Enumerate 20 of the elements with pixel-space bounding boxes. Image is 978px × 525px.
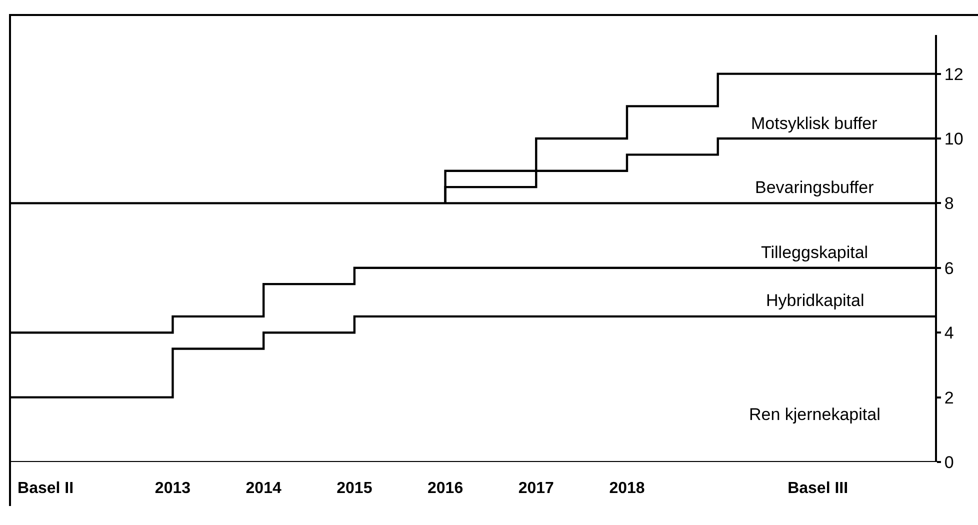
x-tick-label: Basel II	[18, 480, 74, 497]
y-tick-label: 2	[944, 388, 954, 408]
y-tick-label: 6	[944, 258, 954, 278]
y-tick-label: 10	[944, 129, 964, 148]
x-tick-label: Basel III	[788, 480, 848, 497]
annotation: Bevaringsbuffer	[755, 178, 874, 197]
annotation: Hybridkapital	[766, 291, 864, 310]
x-tick-label: 2018	[609, 480, 645, 497]
x-tick-label: 2017	[518, 480, 554, 497]
y-tick-label: 12	[944, 64, 964, 84]
x-tick-label: 2015	[336, 480, 372, 497]
x-tick-label: 2013	[154, 480, 191, 497]
y-tick-label: 8	[944, 194, 954, 214]
x-tick-label: 2014	[246, 480, 282, 497]
y-tick-label: 0	[944, 452, 954, 472]
annotation: Tilleggskapital	[761, 243, 868, 262]
annotation: Ren kjernekapital	[749, 405, 880, 424]
x-tick-label: 2016	[427, 480, 464, 497]
y-tick-label: 4	[944, 324, 954, 343]
annotation: Motsyklisk buffer	[751, 114, 878, 133]
